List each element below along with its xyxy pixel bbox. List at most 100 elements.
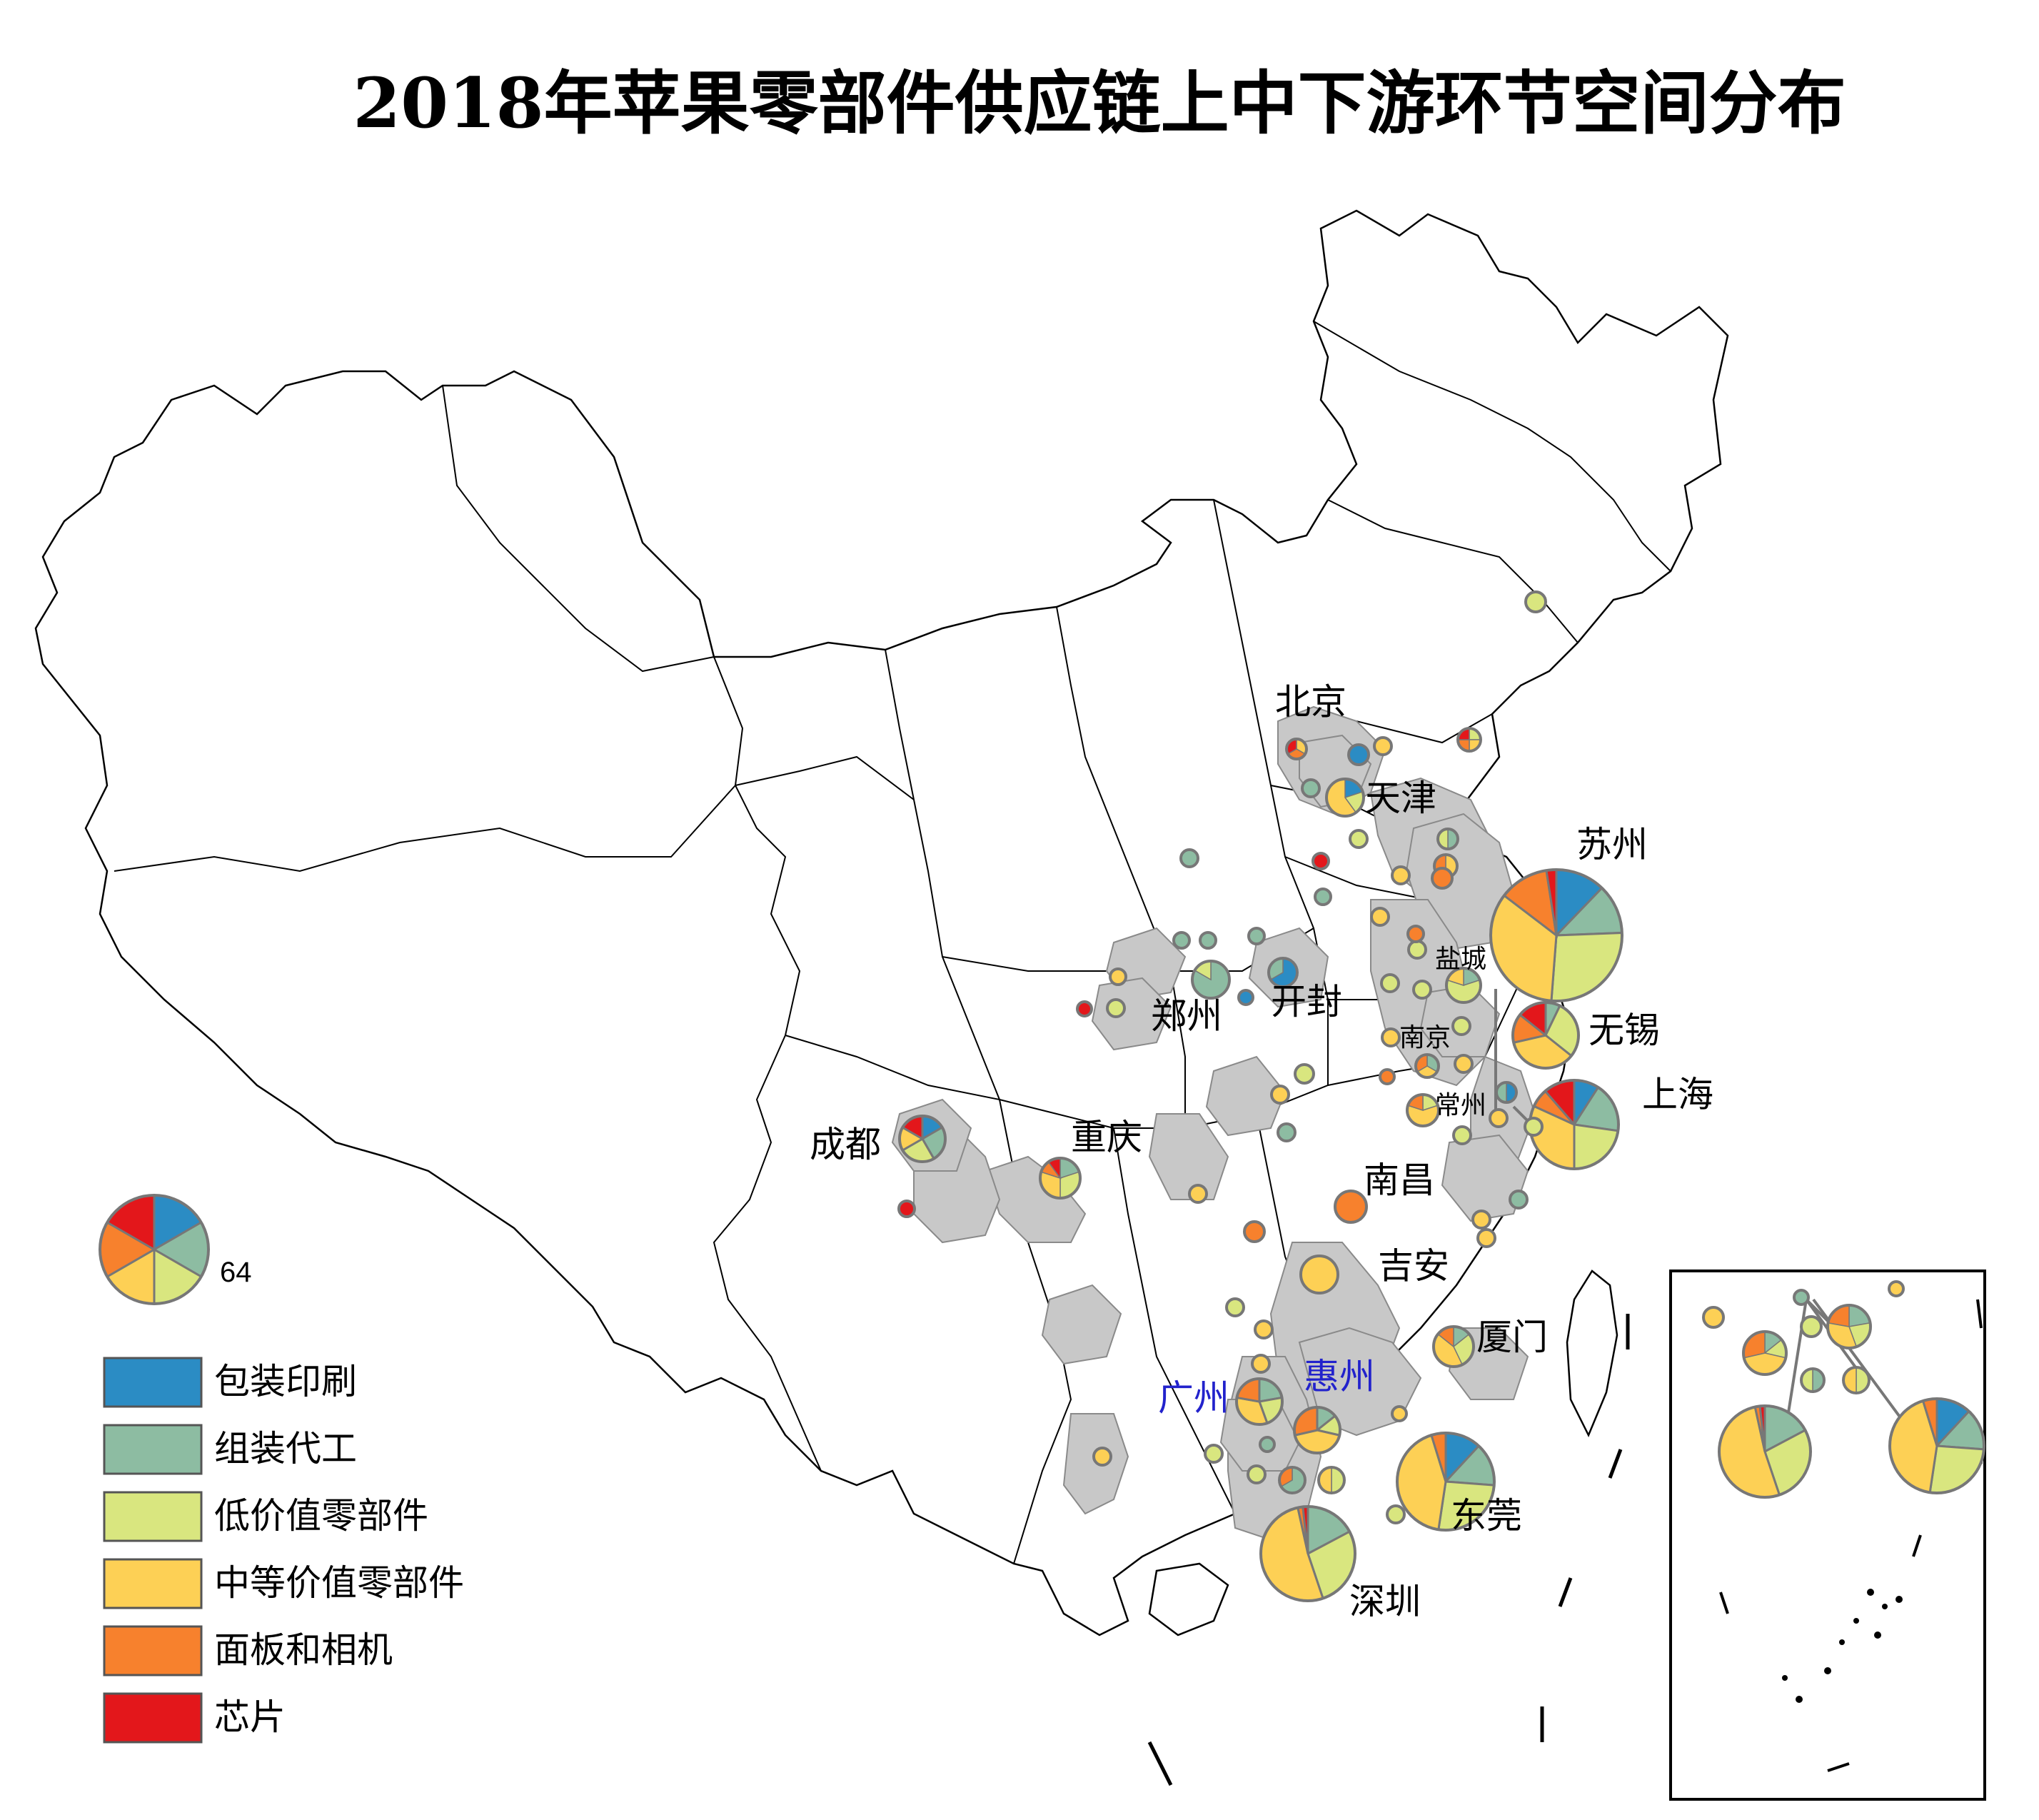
- pie-wuxi: [1511, 1001, 1580, 1070]
- inset-pie-dongguan: [1888, 1397, 1985, 1494]
- pie-yangzhou-outline: [1451, 1016, 1471, 1036]
- pie-xuzhou: [1407, 940, 1427, 960]
- label-beijing: 北京: [1275, 681, 1346, 723]
- pie-luoyang-1-outline: [1172, 931, 1191, 950]
- pie-yangzhou: [1451, 1016, 1471, 1036]
- pie-chenzhou-outline: [1225, 1297, 1245, 1317]
- pie-jiangmen: [1317, 1466, 1346, 1494]
- pie-yibin-outline: [1188, 1184, 1208, 1204]
- label-changzhou: 常州: [1435, 1091, 1486, 1120]
- pie-wuhu-outline: [1379, 1068, 1396, 1085]
- legend-pie-outline: [99, 1194, 210, 1305]
- pie-luoyang-2-outline: [1199, 931, 1217, 950]
- pie-dalian: [1456, 727, 1482, 753]
- label-kaifeng: 开封: [1271, 981, 1342, 1022]
- legend-label-mid-value: 中等价值零部件: [214, 1562, 464, 1604]
- pie-yibin: [1188, 1184, 1208, 1204]
- pie-suzhou: [1489, 868, 1623, 1002]
- inset-pie-1: [1702, 1306, 1725, 1329]
- label-shenzhen: 深圳: [1349, 1581, 1421, 1622]
- label-zhengzhou: 郑州: [1151, 995, 1222, 1037]
- pie-xian: [1109, 967, 1127, 986]
- taiwan-outline: [1566, 1270, 1618, 1438]
- pie-handan-outline: [1314, 888, 1332, 906]
- pie-shenzhen: [1259, 1505, 1356, 1602]
- pie-zhongshan: [1278, 1466, 1307, 1494]
- pie-changzhou: [1406, 1093, 1440, 1127]
- label-xiamen: 厦门: [1476, 1317, 1548, 1358]
- pie-nanning-outline: [1092, 1447, 1112, 1467]
- pie-taian-outline: [1370, 907, 1390, 927]
- pie-chenzhou: [1225, 1297, 1245, 1317]
- pie-zhengzhou: [1191, 960, 1231, 1000]
- inset-pie-4: [1888, 1280, 1905, 1297]
- label-wuxi: 无锡: [1589, 1010, 1660, 1051]
- pie-foshan: [1247, 1464, 1267, 1484]
- pie-huzhou-outline: [1452, 1125, 1472, 1145]
- label-huizhou: 惠州: [1304, 1356, 1375, 1397]
- pie-huzhou: [1452, 1125, 1472, 1145]
- pie-ningbo-outline: [1524, 1117, 1544, 1137]
- label-suzhou: 苏州: [1576, 824, 1648, 865]
- pie-hefei-outline: [1381, 1027, 1401, 1047]
- pie-xiamen: [1432, 1325, 1475, 1368]
- pie-baoji-outline: [1076, 1000, 1093, 1017]
- label-chengdu: 成都: [810, 1124, 881, 1165]
- pie-xuchang-outline: [1237, 989, 1254, 1006]
- inset-pie-6-outline: [1800, 1315, 1823, 1338]
- pie-dongguan-outline: [1396, 1432, 1496, 1532]
- pie-shantou-outline: [1391, 1405, 1408, 1422]
- pie-qingyuan-outline: [1259, 1436, 1276, 1453]
- inset-pie-8-outline: [1842, 1366, 1871, 1394]
- city-pies: [897, 590, 1985, 1602]
- pie-tianjin: [1325, 778, 1365, 818]
- pie-suqian-outline: [1380, 973, 1400, 993]
- pie-hangzhou: [1489, 1108, 1509, 1128]
- pie-shaoguan: [1251, 1354, 1271, 1374]
- legend-swatch-packaging: [103, 1357, 203, 1408]
- sea-dash-lines: [1147, 1314, 1630, 1786]
- pie-luoyang-2: [1199, 931, 1217, 950]
- pie-hefei: [1381, 1027, 1401, 1047]
- pie-yantai-outline: [1436, 828, 1459, 850]
- pie-xuchang: [1237, 989, 1254, 1006]
- pie-huaian-outline: [1412, 980, 1432, 1000]
- pie-qingdao-outline: [1431, 867, 1454, 890]
- pie-xianyang-outline: [1106, 998, 1126, 1018]
- pie-wenzhou-outline: [1509, 1190, 1529, 1210]
- legend-swatch-chip: [103, 1692, 203, 1744]
- city-labels: 苏州 上海 无锡 盐城 南京 常州 北京 天津 郑州 开封 成都 重庆 南昌 吉…: [810, 681, 1713, 1622]
- pie-hengyang-outline: [1243, 1220, 1266, 1243]
- inset-pie-2-outline: [1793, 1289, 1810, 1306]
- pie-kaifeng-outline: [1267, 957, 1299, 988]
- pie-wuhan-outline: [1294, 1063, 1315, 1085]
- pie-changsha: [1277, 1122, 1297, 1142]
- pie-jinan: [1391, 865, 1411, 885]
- pie-linyi: [1406, 925, 1425, 943]
- pie-mianyang-outline: [897, 1200, 916, 1218]
- legend-label-panel-camera: 面板和相机: [214, 1629, 393, 1671]
- pie-fuzhou: [1471, 1210, 1491, 1230]
- inset-pie-2: [1793, 1289, 1810, 1306]
- pie-nanning: [1092, 1447, 1112, 1467]
- pie-cangzhou: [1349, 829, 1369, 849]
- inset-pie-1-outline: [1702, 1306, 1725, 1329]
- pie-xian-outline: [1109, 967, 1127, 986]
- pie-chongqing: [1039, 1157, 1082, 1200]
- pie-hangzhou-outline: [1489, 1108, 1509, 1128]
- pie-wenzhou: [1509, 1190, 1529, 1210]
- pie-baoding-outline: [1301, 778, 1321, 798]
- pie-mianyang: [897, 1200, 916, 1218]
- pie-zhuhai: [1386, 1504, 1406, 1524]
- label-yancheng: 盐城: [1435, 945, 1486, 974]
- pie-xianyang: [1106, 998, 1126, 1018]
- inset-pie-5-outline: [1742, 1330, 1788, 1376]
- inset-pie-3-outline: [1826, 1304, 1872, 1349]
- pie-shijiazhuang-outline: [1311, 852, 1330, 870]
- pie-hengyang: [1243, 1220, 1266, 1243]
- pie-jiangmen-outline: [1317, 1466, 1346, 1494]
- pie-ganzhou-outline: [1254, 1319, 1274, 1339]
- pie-handan: [1314, 888, 1332, 906]
